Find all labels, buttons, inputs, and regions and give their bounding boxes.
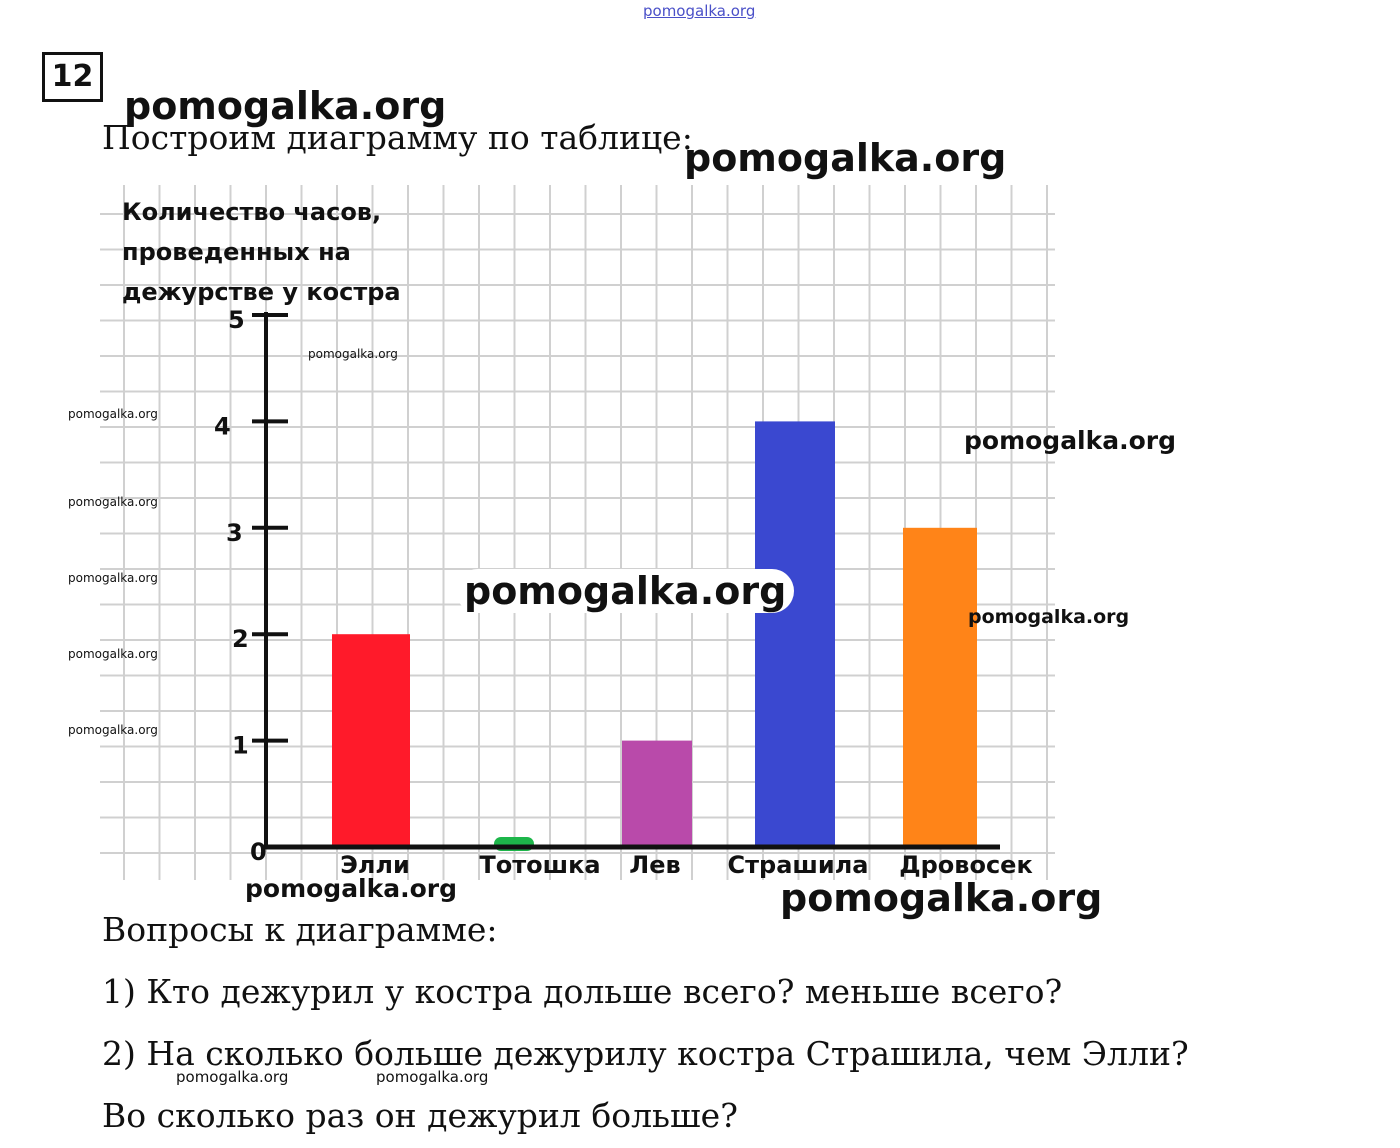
task-number-box: 12 <box>42 52 103 102</box>
watermark: pomogalka.org <box>68 407 158 421</box>
chart-axes <box>264 312 1000 850</box>
bar-1 <box>332 634 410 847</box>
watermark: pomogalka.org <box>68 495 158 509</box>
category-label: Дровосек <box>899 851 1033 879</box>
intro-text: Построим диаграмму по таблице: <box>102 118 693 157</box>
chart-title: Количество часов, проведенных на дежурстве… <box>122 198 401 306</box>
questions-heading: Вопросы к диаграмме: <box>102 910 498 949</box>
chart-title-line: дежурстве у костра <box>122 278 401 306</box>
y-tick-label: 0 <box>250 838 267 866</box>
watermark: pomogalka.org <box>124 84 447 128</box>
chart-title-line: Количество часов, <box>122 198 381 226</box>
watermark-top[interactable]: pomogalka.org <box>643 2 756 20</box>
watermark: pomogalka.org <box>68 571 158 585</box>
watermark: pomogalka.org <box>684 136 1007 180</box>
watermark: pomogalka.org <box>780 876 1103 920</box>
category-label: Страшила <box>728 851 869 879</box>
question-2: 2) На сколько больше дежурилу костра Стр… <box>102 1034 1189 1073</box>
category-label: Лев <box>629 851 680 879</box>
watermark: pomogalka.org <box>308 347 398 361</box>
bar-4 <box>755 421 835 847</box>
chart-y-ticks: 0 1 2 3 4 5 <box>214 306 288 866</box>
chart-title-line: проведенных на <box>122 238 351 266</box>
question-1: 1) Кто дежурил у костра дольше всего? ме… <box>102 972 1063 1011</box>
category-label: Тотошка <box>479 851 600 879</box>
watermark: pomogalka.org <box>968 606 1130 628</box>
watermark: pomogalka.org <box>376 1068 489 1086</box>
watermark-center: pomogalka.org <box>456 569 795 613</box>
chart-category-labels: Элли Тотошка Лев Страшила Дровосек <box>340 851 1033 879</box>
watermark: pomogalka.org <box>964 426 1177 455</box>
y-tick-label: 3 <box>226 519 243 547</box>
question-3: Во сколько раз он дежурил больше? <box>102 1096 738 1135</box>
watermark: pomogalka.org <box>68 647 158 661</box>
y-tick-label: 2 <box>232 625 249 653</box>
watermark: pomogalka.org <box>245 874 458 903</box>
bar-3 <box>622 740 692 847</box>
y-tick-label: 4 <box>214 412 231 440</box>
chart-bars <box>332 421 977 851</box>
y-tick-label: 5 <box>228 306 245 334</box>
watermark: pomogalka.org <box>176 1068 289 1086</box>
bar-5 <box>903 527 977 847</box>
category-label: Элли <box>340 851 410 879</box>
y-tick-label: 1 <box>232 732 249 760</box>
watermark: pomogalka.org <box>68 723 158 737</box>
